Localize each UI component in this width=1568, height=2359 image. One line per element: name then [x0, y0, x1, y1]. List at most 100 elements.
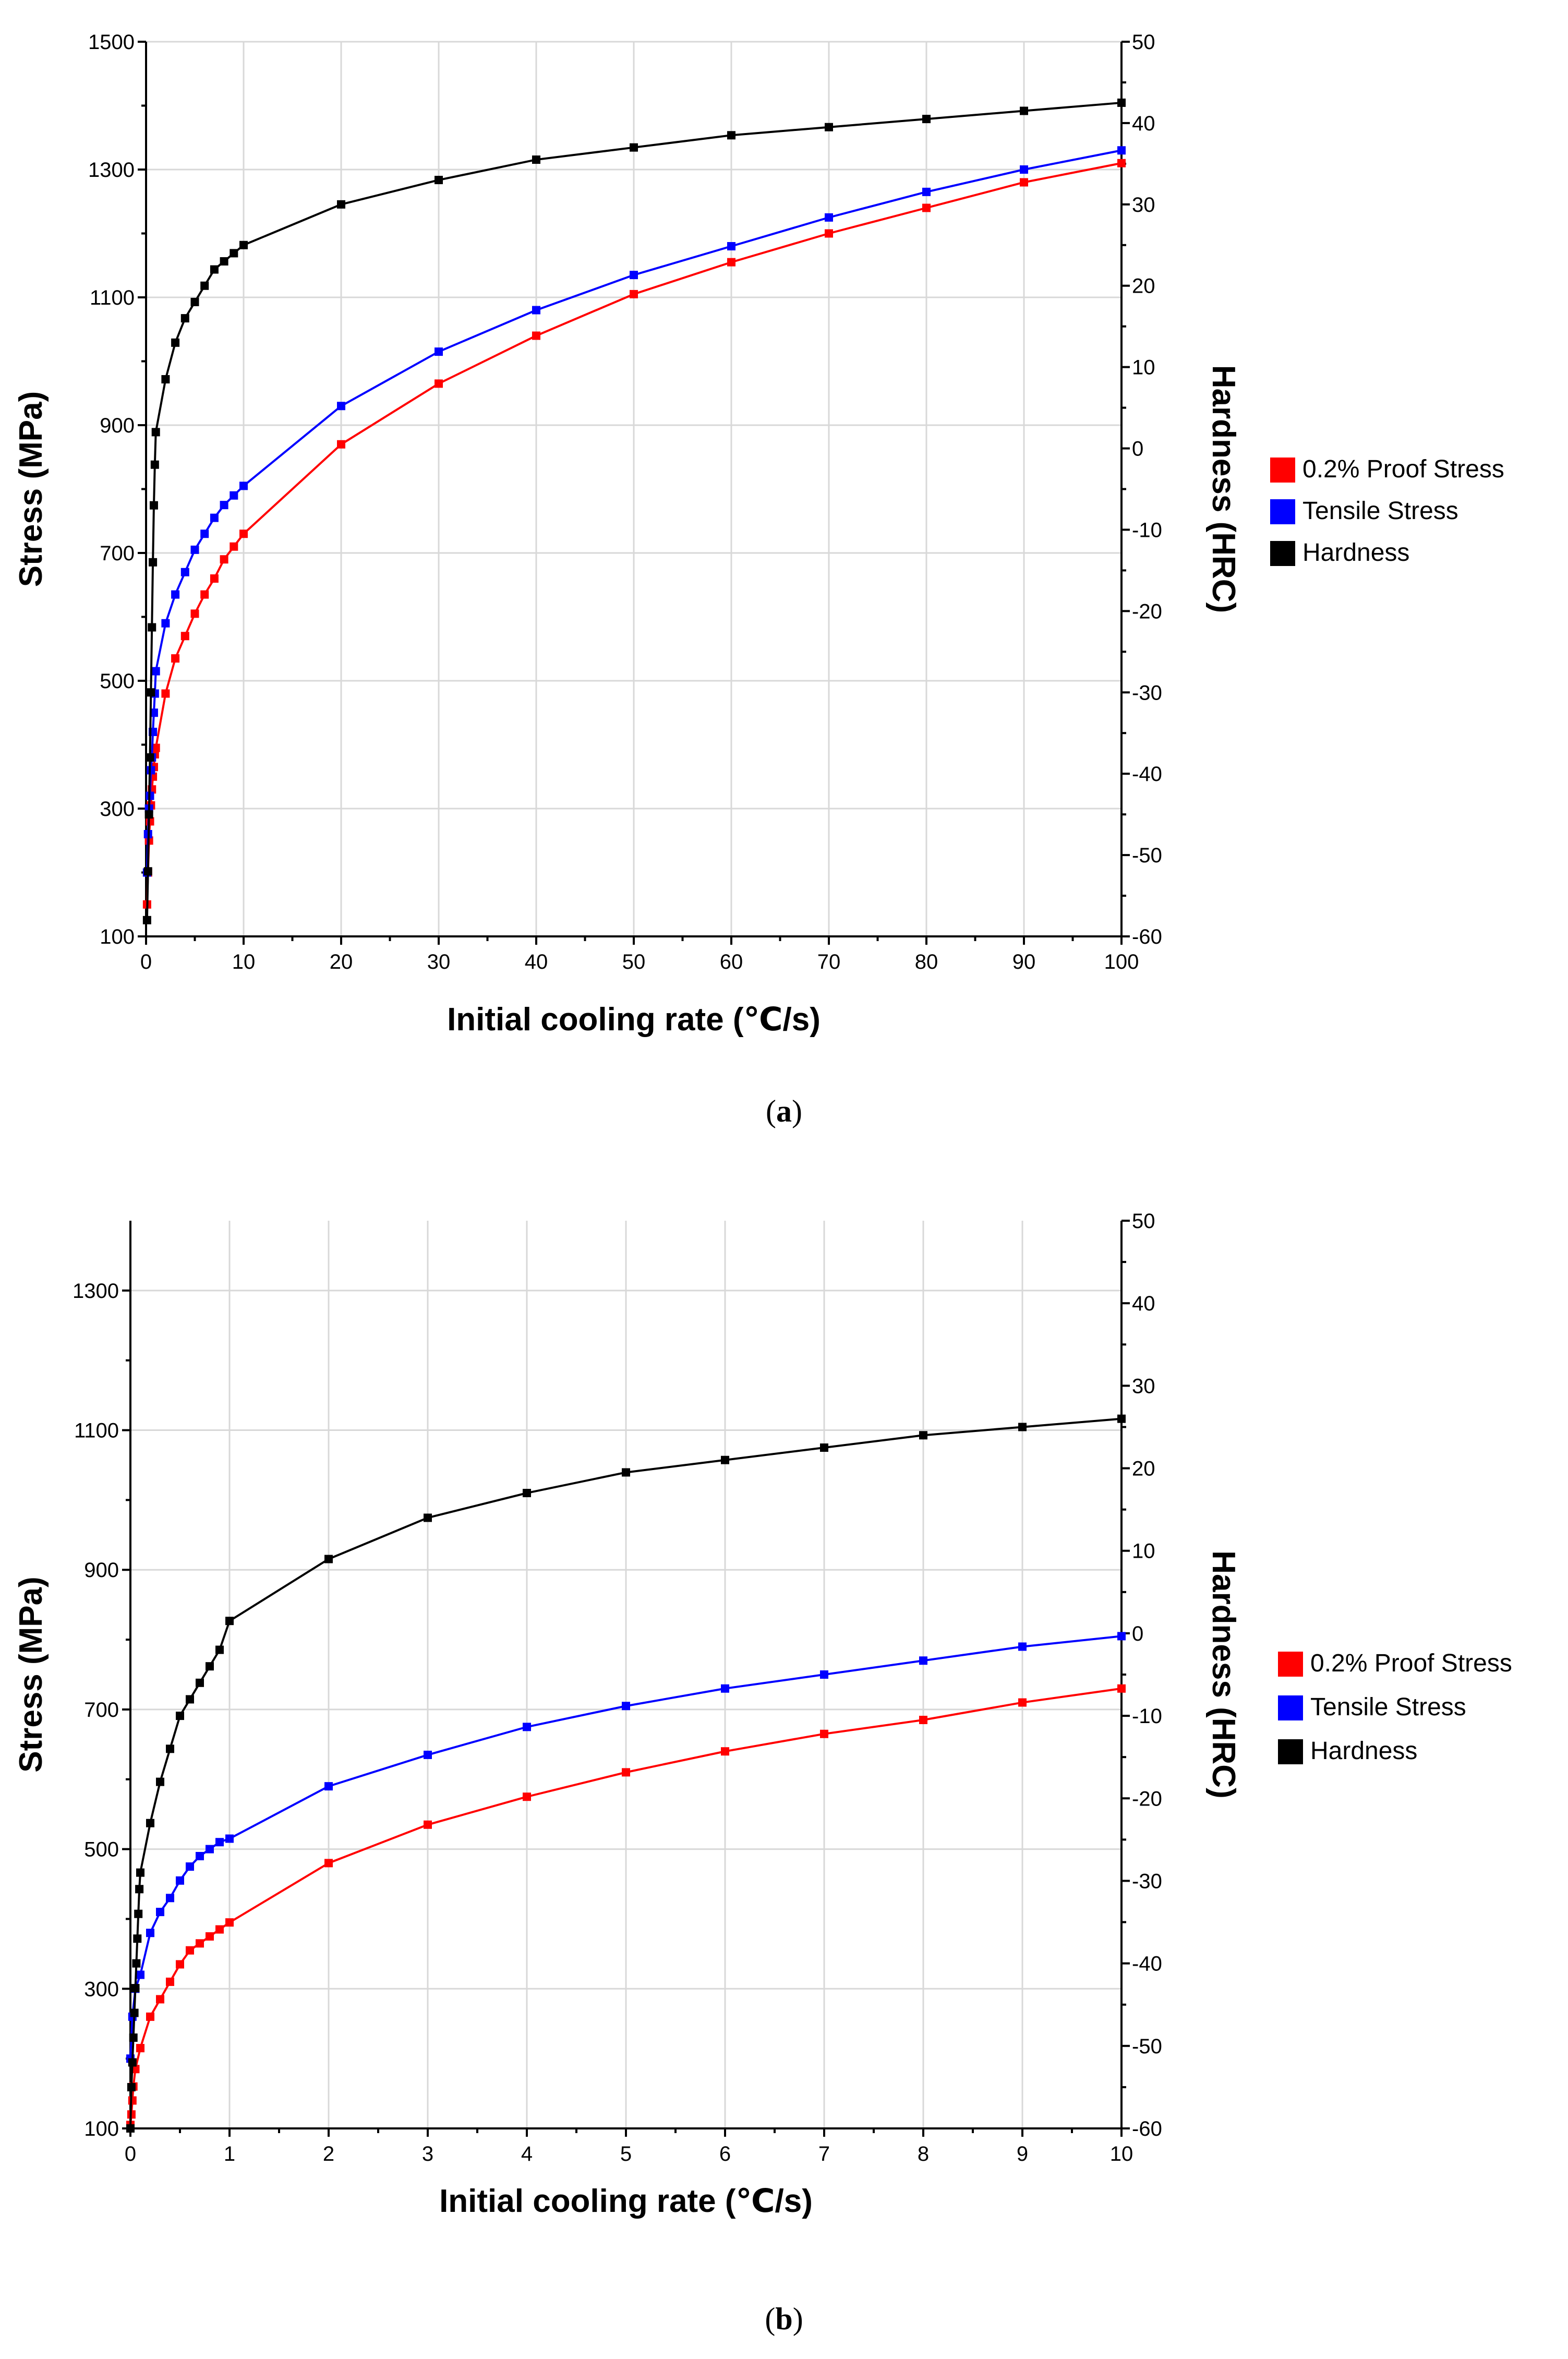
chart-a-tensile-stress-point — [435, 347, 443, 356]
chart-b-hardness-point — [133, 1934, 142, 1943]
chart-a-x-tick-label: 70 — [817, 950, 841, 973]
chart-a-hardness-point — [337, 200, 345, 209]
chart-a-tensile-stress-point — [630, 271, 638, 280]
chart-b-0-2-proof-stress-point — [919, 1716, 927, 1724]
chart-b-0-2-proof-stress-point — [136, 2044, 144, 2053]
chart-a-0-2-proof-stress-point — [171, 654, 180, 663]
chart-a-tensile-stress-point — [220, 501, 228, 510]
chart-a-y-right-tick-label: -60 — [1132, 925, 1162, 948]
chart-b-y-right-tick-label: 50 — [1132, 1210, 1155, 1233]
chart-b-legend-swatch-0-2-proof-stress — [1278, 1652, 1303, 1677]
chart-a-hardness-point — [147, 688, 155, 697]
chart-b-y-right-tick-label: 40 — [1132, 1292, 1155, 1315]
chart-a-hardness-point — [143, 867, 152, 876]
chart-a-x-tick-label: 20 — [330, 950, 353, 973]
chart-b-x-tick-label: 2 — [323, 2143, 334, 2165]
chart-b-x-tick-label: 8 — [918, 2143, 929, 2165]
chart-a-hardness-point — [1117, 98, 1126, 107]
chart-b-x-tick-label: 10 — [1110, 2143, 1133, 2165]
chart-a-0-2-proof-stress-point — [200, 590, 209, 599]
chart-a-tensile-stress-point — [151, 667, 160, 676]
chart-b-tensile-stress-point — [166, 1894, 174, 1903]
chart-a-0-2-proof-stress-point — [825, 229, 833, 238]
chart-a-x-tick-label: 60 — [720, 950, 743, 973]
chart-a-tensile-stress-point — [230, 491, 238, 500]
chart-b-tensile-stress-point — [215, 1838, 224, 1847]
chart-a-x-tick-label: 30 — [427, 950, 451, 973]
chart-a-y-right-tick-label: 10 — [1132, 356, 1155, 379]
chart-b-y-left-tick-label: 1300 — [73, 1280, 119, 1303]
chart-a-0-2-proof-stress-point — [1020, 178, 1028, 187]
chart-b-tensile-stress-point — [324, 1782, 333, 1791]
chart-b-hardness-point — [128, 2058, 137, 2067]
chart-a-hardness-point — [532, 155, 540, 164]
chart-b-x-tick-label: 0 — [125, 2143, 136, 2165]
chart-b-0-2-proof-stress-point — [424, 1820, 432, 1829]
chart-b-hardness-point — [324, 1555, 333, 1563]
chart-a-y-right-axis-title: Hardness (HRC) — [1205, 365, 1241, 613]
chart-b-y-right-tick-label: 30 — [1132, 1375, 1155, 1398]
chart-b-hardness-point — [156, 1777, 164, 1786]
chart-a-0-2-proof-stress-point — [435, 379, 443, 388]
chart-b-hardness-point — [721, 1455, 729, 1464]
chart-a-legend-label-hardness: Hardness — [1302, 539, 1409, 567]
chart-a-tensile-stress-point — [1020, 165, 1028, 174]
chart-a-x-tick-label: 50 — [622, 950, 646, 973]
chart-b-y-right-tick-label: -30 — [1132, 1870, 1162, 1893]
chart-a-x-tick-label: 10 — [232, 950, 256, 973]
chart-a-tensile-stress-point — [337, 402, 345, 411]
chart-b-0-2-proof-stress-point — [156, 1995, 164, 2004]
chart-b-y-left-tick-label: 1100 — [74, 1419, 119, 1442]
chart-b-0-2-proof-stress-point — [523, 1792, 531, 1801]
chart-b-hardness-point — [132, 1959, 141, 1968]
chart-b-0-2-proof-stress-point — [166, 1977, 174, 1986]
chart-b-tensile-stress-point — [622, 1702, 630, 1711]
chart-b-tensile-stress-point — [136, 1970, 144, 1979]
chart-b-hardness-point — [919, 1431, 927, 1440]
chart-b-x-tick-label: 5 — [620, 2143, 632, 2165]
chart-b-legend-swatch-tensile-stress — [1278, 1695, 1303, 1720]
chart-b-hardness-point — [206, 1662, 214, 1671]
chart-a-caption: (a) — [766, 1094, 802, 1128]
chart-b-y-left-tick-label: 900 — [84, 1559, 119, 1582]
chart-b-hardness-point — [136, 1868, 144, 1877]
chart-b-0-2-proof-stress-point — [131, 2065, 140, 2074]
chart-a-y-left-tick-label: 1500 — [88, 31, 135, 54]
chart-b-hardness-point — [176, 1712, 184, 1720]
chart-a-x-tick-label: 100 — [1104, 950, 1139, 973]
chart-b-hardness-point — [134, 1909, 143, 1918]
chart-a-tensile-stress-point — [147, 766, 155, 775]
chart-a-0-2-proof-stress-point — [220, 555, 228, 564]
chart-b-hardness-point — [126, 2124, 135, 2133]
chart-b-tensile-stress-point — [424, 1750, 432, 1759]
chart-a-y-left-tick-label: 700 — [100, 542, 135, 565]
chart-b-0-2-proof-stress-point — [206, 1932, 214, 1941]
chart-b-tensile-stress-point — [206, 1845, 214, 1854]
chart-b-0-2-proof-stress-point — [176, 1960, 184, 1969]
chart-a-hardness-point — [149, 501, 158, 510]
chart-a-y-left-axis-title: Stress (MPa) — [13, 391, 49, 587]
chart-b-0-2-proof-stress-point — [196, 1939, 204, 1948]
chart-a-hardness-point — [151, 428, 160, 437]
chart-a-hardness-point — [1020, 106, 1028, 115]
chart-a-hardness-line — [146, 101, 1122, 920]
chart-a-y-right-tick-label: 0 — [1132, 438, 1143, 461]
chart-a-legend-label-tensile-stress: Tensile Stress — [1302, 497, 1458, 525]
chart-a-hardness-point — [922, 115, 931, 124]
chart-b-tensile-stress-point — [820, 1670, 828, 1679]
chart-a-y-right-tick-label: -30 — [1132, 681, 1162, 704]
chart-a-x-tick-label: 0 — [140, 950, 152, 973]
chart-b-x-tick-label: 1 — [224, 2143, 235, 2165]
chart-b-0-2-proof-stress-point — [820, 1729, 828, 1738]
chart-a-0-2-proof-stress-point — [727, 258, 735, 267]
chart-b-y-right-tick-label: 10 — [1132, 1540, 1155, 1563]
chart-a-tensile-stress-point — [149, 708, 158, 717]
chart-b-hardness-point — [166, 1744, 174, 1753]
chart-b-0-2-proof-stress-point — [721, 1747, 729, 1756]
chart-a-tensile-stress-line — [146, 149, 1122, 873]
chart-a-hardness-point — [210, 265, 219, 274]
chart-a-tensile-stress-point — [239, 482, 248, 490]
chart-a-x-tick-label: 90 — [1012, 950, 1036, 973]
chart-a-y-left-tick-label: 500 — [100, 670, 135, 693]
